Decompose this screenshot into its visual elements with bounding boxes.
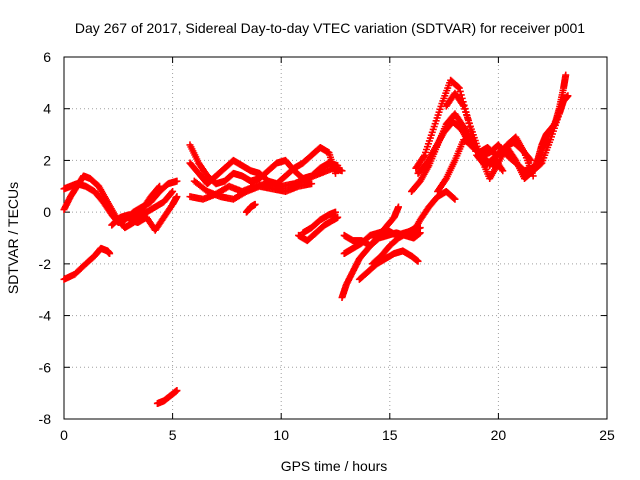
- data-series: [299, 208, 339, 237]
- data-series: [125, 193, 181, 234]
- data-point: [499, 167, 507, 175]
- y-tick-label: -6: [39, 359, 52, 375]
- data-series: [295, 213, 342, 245]
- x-axis-label: GPS time / hours: [281, 458, 388, 474]
- data-point: [332, 208, 339, 216]
- data-point: [454, 83, 462, 91]
- data-series: [108, 187, 177, 229]
- data-point: [338, 167, 346, 175]
- data-point: [450, 194, 458, 202]
- data-point: [420, 153, 428, 161]
- data-point: [173, 193, 181, 201]
- data-point: [414, 257, 422, 265]
- y-axis-label: SDTVAR / TECUs: [5, 182, 21, 294]
- x-tick-label: 0: [60, 427, 68, 443]
- data-point: [251, 200, 259, 208]
- data-point: [106, 250, 114, 258]
- x-tick-label: 20: [491, 427, 507, 443]
- y-tick-label: -8: [39, 411, 52, 427]
- data-point: [156, 182, 164, 190]
- data-point: [459, 101, 467, 109]
- x-tick-label: 5: [169, 427, 177, 443]
- data-series: [408, 187, 459, 239]
- data-series: [442, 89, 537, 183]
- data-point: [173, 387, 181, 395]
- data-point: [394, 203, 402, 211]
- y-tick-labels: -8 -6 -4 -2 0 2 4 6: [39, 49, 52, 427]
- y-tick-label: 0: [43, 204, 51, 220]
- data-point: [173, 177, 181, 185]
- data-point: [456, 87, 464, 95]
- data-point: [498, 165, 506, 173]
- data-point: [564, 92, 572, 100]
- data-series: [190, 177, 316, 203]
- data-point: [308, 180, 316, 188]
- x-tick-labels: 0 5 10 15 20 25: [60, 427, 615, 443]
- plot-frame: [63, 56, 608, 420]
- data-point: [455, 84, 463, 92]
- y-tick-label: -4: [39, 308, 52, 324]
- x-tick-label: 25: [599, 427, 615, 443]
- data-series: [242, 200, 259, 216]
- data-series: [60, 172, 164, 232]
- y-tick-label: -2: [39, 256, 52, 272]
- data-point: [334, 213, 342, 221]
- x-tick-label: 15: [382, 427, 398, 443]
- data-point: [451, 195, 459, 203]
- data-point: [562, 71, 570, 79]
- y-tick-label: 4: [43, 101, 51, 117]
- data-series: [60, 244, 114, 283]
- data-series: [153, 387, 181, 407]
- y-tick-label: 2: [43, 152, 51, 168]
- axes: [63, 56, 608, 420]
- data-series: [368, 224, 420, 268]
- data-point: [168, 189, 176, 197]
- data-point: [155, 183, 163, 191]
- data-points: [60, 71, 572, 407]
- data-series: [529, 92, 572, 172]
- data-point: [169, 187, 177, 195]
- chart-title: Day 267 of 2017, Sidereal Day-to-day VTE…: [75, 20, 585, 36]
- y-tick-label: 6: [43, 49, 51, 65]
- x-tick-label: 10: [273, 427, 289, 443]
